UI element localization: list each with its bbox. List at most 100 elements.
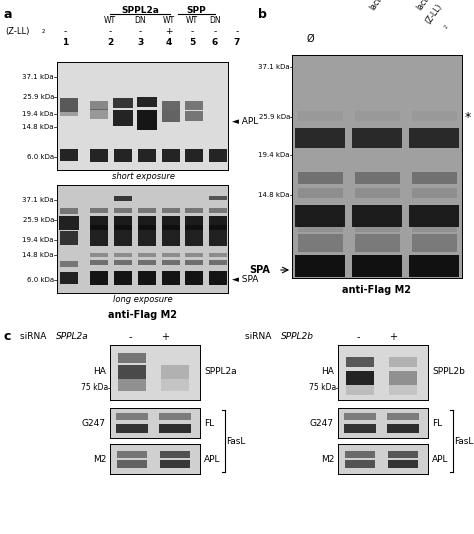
Text: *: * [465,111,471,123]
Text: lactacystin/: lactacystin/ [415,0,448,12]
Text: SPPL2a: SPPL2a [204,367,237,376]
Bar [411,188,456,198]
Text: DN: DN [134,16,146,25]
Bar [298,111,343,121]
Bar [114,260,132,264]
Bar [295,255,345,277]
Bar [160,460,190,468]
Text: a: a [4,8,12,21]
Bar [138,253,156,257]
Bar [114,225,132,231]
Bar [389,371,417,385]
Bar [185,260,203,264]
Text: short exposure: short exposure [111,172,174,181]
Text: Ø: Ø [306,34,314,44]
Text: DN: DN [209,16,221,25]
Bar [355,234,400,252]
Bar [137,110,157,130]
Bar [116,412,148,420]
Bar [90,271,108,285]
Text: 6: 6 [212,38,218,47]
Text: (Z-LL): (Z-LL) [5,27,29,36]
Bar [138,216,156,230]
Text: 5: 5 [189,38,195,47]
Text: 19.4 kDa: 19.4 kDa [22,237,54,243]
Text: 6.0 kDa: 6.0 kDa [27,277,54,283]
Text: FasL: FasL [454,436,474,445]
Text: 6.0 kDa: 6.0 kDa [27,154,54,160]
Text: -: - [109,27,111,36]
Text: long exposure: long exposure [113,295,173,304]
Bar [90,260,108,264]
Bar [90,148,108,161]
Bar [298,172,343,184]
Bar [209,271,227,285]
Bar [60,272,78,284]
Bar [59,216,79,230]
Text: HA: HA [93,367,106,376]
Bar [411,111,456,121]
Bar [118,379,146,391]
Bar [60,261,78,267]
Bar [185,253,203,257]
Bar [162,110,180,122]
Bar [298,188,343,198]
Bar [113,98,133,108]
Bar [138,230,156,246]
Bar [138,225,156,231]
Text: +: + [165,27,173,36]
Bar [352,128,402,148]
Text: SPPL2a: SPPL2a [56,332,89,341]
Bar [90,109,108,119]
Bar [90,100,108,109]
Text: 75 kDa: 75 kDa [81,383,108,392]
Text: FL: FL [432,419,442,428]
Bar [388,460,418,468]
Bar [114,230,132,246]
Text: 4: 4 [166,38,172,47]
Bar [411,172,456,184]
Bar [298,224,343,232]
Bar [90,208,108,213]
Text: anti-Flag M2: anti-Flag M2 [109,310,177,320]
Bar [209,253,227,257]
Text: siRNA: siRNA [245,332,274,341]
Bar [90,216,108,230]
Bar [117,451,147,458]
Bar [209,225,227,231]
Bar [60,208,78,214]
Bar [114,148,132,161]
Bar [161,379,189,391]
Text: M2: M2 [320,454,334,464]
Bar [345,451,375,458]
Text: APL: APL [204,454,220,464]
Text: 37.1 kDa: 37.1 kDa [22,197,54,203]
Bar [160,451,190,458]
Bar [118,353,146,363]
Text: -: - [191,27,193,36]
Text: 19.4 kDa: 19.4 kDa [22,111,54,117]
Bar [185,148,203,161]
Bar [90,253,108,257]
Bar [346,357,374,367]
Text: APL: APL [432,454,448,464]
Bar [355,111,400,121]
Bar [352,205,402,227]
Bar [389,357,417,367]
Bar [185,111,203,121]
Bar [387,423,419,433]
Bar [159,412,191,420]
Text: M2: M2 [92,454,106,464]
Bar [60,149,78,161]
Bar [344,412,376,420]
Bar [209,148,227,161]
Bar [295,205,345,227]
Bar [137,97,157,107]
Bar [185,208,203,213]
Bar [161,365,189,379]
Bar [114,271,132,285]
Bar [209,208,227,213]
Bar [162,208,180,213]
Bar [60,98,78,112]
Text: -: - [64,27,67,36]
